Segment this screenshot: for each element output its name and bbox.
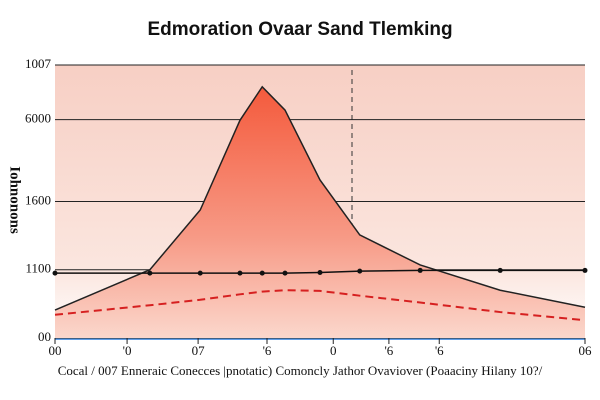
x-tick-label: '6 (435, 343, 444, 358)
line-marker (357, 268, 363, 274)
line-marker (52, 270, 58, 276)
line-marker (317, 269, 323, 275)
line-marker (197, 270, 203, 276)
y-tick-label: 1007 (25, 56, 52, 71)
x-tick-label: 06 (579, 343, 593, 358)
line-marker (497, 267, 503, 273)
x-tick-label: '6 (263, 343, 272, 358)
x-tick-label: 00 (49, 343, 62, 358)
line-marker (582, 267, 588, 273)
x-tick-label: 0 (330, 343, 337, 358)
line-marker (282, 270, 288, 276)
y-tick-label: 1600 (25, 192, 51, 207)
x-axis-label: Cocal / 007 Enneraic Conecces |pnotatic)… (58, 363, 543, 378)
x-tick-label: '0 (123, 343, 132, 358)
y-axis-label: Iohnonons (7, 166, 23, 234)
line-marker (147, 270, 153, 276)
x-tick-label: 07 (192, 343, 206, 358)
chart-title: Edmoration Ovaar Sand Tlemking (147, 19, 452, 40)
line-marker (417, 267, 423, 273)
y-tick-label: 00 (38, 329, 51, 344)
area-outline (54, 85, 586, 311)
x-tick-label: '6 (384, 343, 393, 358)
y-tick-label: 6000 (25, 111, 51, 126)
y-tick-label: 1100 (25, 261, 51, 276)
line-marker (237, 270, 243, 276)
dashed-line (54, 289, 586, 322)
line-marker (259, 270, 265, 276)
